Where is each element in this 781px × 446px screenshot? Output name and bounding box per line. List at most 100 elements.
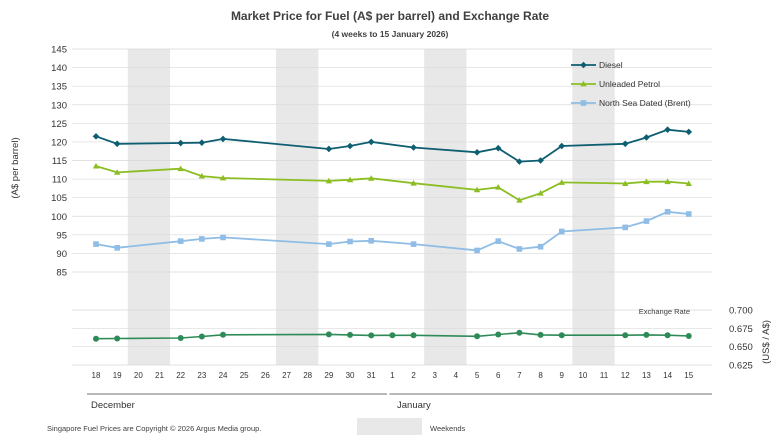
point-diesel-12-25 [621,140,629,148]
legend-label-diesel: Diesel [599,60,623,70]
point-exchange-rate-15-28 [685,333,692,340]
point-north-sea-dated-brent-5-18 [474,247,480,254]
y-right-tick-0.675: 0.675 [729,324,753,335]
x-tick-20-2: 20 [134,371,143,380]
point-exchange-rate-13-26 [643,331,650,338]
x-tick-15-28: 15 [684,371,693,380]
x-tick-13-26: 13 [642,371,651,380]
point-exchange-rate-29-11 [325,331,332,338]
x-tick-12-25: 12 [621,371,630,380]
point-exchange-rate-19-1 [114,335,121,342]
point-unleaded-petrol-24-6 [219,174,227,181]
point-exchange-rate-18-0 [93,335,99,342]
legend: Diesel Unleaded Petrol North Sea Dated (Br… [571,60,691,108]
point-north-sea-dated-brent-23-5 [199,236,205,242]
axes: 1451401351301251201151101051009590850.70… [51,45,753,395]
point-diesel-24-6 [219,135,227,143]
point-exchange-rate-23-5 [198,333,205,340]
point-north-sea-dated-brent-6-19 [495,238,502,244]
point-north-sea-dated-brent-15-28 [685,211,692,217]
x-tick-25-7: 25 [240,371,249,380]
legend-label-unleaded-petrol: Unleaded Petrol [599,79,660,89]
month-label-december: December [91,400,135,411]
legend-item-north-sea-dated-brent: North Sea Dated (Brent) [571,98,691,108]
y-tick-110: 110 [52,175,67,186]
point-diesel-22-4 [177,139,184,147]
point-diesel-31-13 [367,138,375,146]
x-tick-27-9: 27 [282,371,291,380]
point-unleaded-petrol-19-1 [113,169,121,175]
x-tick-14-27: 14 [663,371,672,380]
point-north-sea-dated-brent-13-26 [643,218,650,224]
point-unleaded-petrol-6-19 [495,184,502,190]
point-diesel-15-28 [685,128,693,136]
point-exchange-rate-6-19 [495,331,502,338]
legend-item-diesel: Diesel [571,60,623,70]
point-exchange-rate-1-14 [389,332,396,339]
y-tick-105: 105 [51,193,67,204]
point-exchange-rate-22-4 [177,335,184,342]
point-unleaded-petrol-14-27 [664,178,671,185]
point-exchange-rate-12-25 [622,332,629,339]
point-exchange-rate-24-6 [220,331,227,338]
point-north-sea-dated-brent-22-4 [177,238,184,244]
x-tick-28-10: 28 [303,371,312,380]
x-tick-6-19: 6 [496,371,501,380]
x-tick-1-14: 1 [390,371,395,380]
point-diesel-6-19 [494,144,502,152]
series-exchange-rate [93,329,692,342]
y-right-tick-0.650: 0.650 [729,342,753,353]
point-north-sea-dated-brent-24-6 [220,234,226,241]
x-tick-22-4: 22 [176,371,185,380]
month-label-january: January [397,400,431,411]
point-exchange-rate-31-13 [368,332,375,339]
point-diesel-14-27 [664,126,671,133]
point-north-sea-dated-brent-12-25 [622,224,629,231]
point-exchange-rate-7-20 [516,329,523,336]
point-north-sea-dated-brent-18-0 [93,241,99,247]
x-tick-8-21: 8 [538,371,543,380]
y-tick-120: 120 [51,137,67,148]
x-tick-26-8: 26 [261,371,270,380]
point-unleaded-petrol-7-20 [516,197,523,203]
point-diesel-5-18 [473,149,481,156]
series-north-sea-dated-brent [93,208,692,254]
weekend-legend-swatch [357,418,422,435]
point-unleaded-petrol-31-13 [368,175,375,181]
legend-marker-unleaded-petrol [580,80,587,87]
point-unleaded-petrol-18-0 [92,162,100,169]
x-tick-31-13: 31 [367,371,376,380]
x-tick-24-6: 24 [219,371,228,380]
point-north-sea-dated-brent-14-27 [664,208,671,215]
x-tick-5-18: 5 [475,371,480,380]
point-exchange-rate-30-12 [347,331,354,338]
y-tick-140: 140 [51,63,67,74]
legend-marker-diesel [580,61,587,69]
y-tick-145: 145 [51,45,67,56]
y-axis-title: (A$ per barrel) [10,137,21,198]
x-tick-7-20: 7 [517,371,522,380]
point-diesel-30-12 [346,142,354,150]
x-tick-23-5: 23 [197,371,206,380]
series [92,126,693,342]
point-unleaded-petrol-13-26 [643,178,650,185]
point-unleaded-petrol-30-12 [346,176,354,183]
point-unleaded-petrol-9-22 [558,179,565,185]
y-tick-135: 135 [51,82,67,93]
point-north-sea-dated-brent-31-13 [368,237,375,244]
point-diesel-2-15 [410,144,417,151]
point-unleaded-petrol-8-21 [537,190,544,196]
y-tick-85: 85 [56,268,67,279]
x-tick-30-12: 30 [346,371,355,380]
y-tick-95: 95 [56,230,67,241]
x-tick-21-3: 21 [155,371,164,380]
y-right-tick-0.625: 0.625 [729,361,753,372]
x-tick-29-11: 29 [324,371,333,380]
point-unleaded-petrol-5-18 [473,186,481,193]
y-tick-115: 115 [52,156,67,167]
point-exchange-rate-14-27 [664,332,671,339]
point-unleaded-petrol-2-15 [410,179,417,186]
point-diesel-9-22 [558,142,566,150]
weekend-band-10-11 [572,49,615,365]
